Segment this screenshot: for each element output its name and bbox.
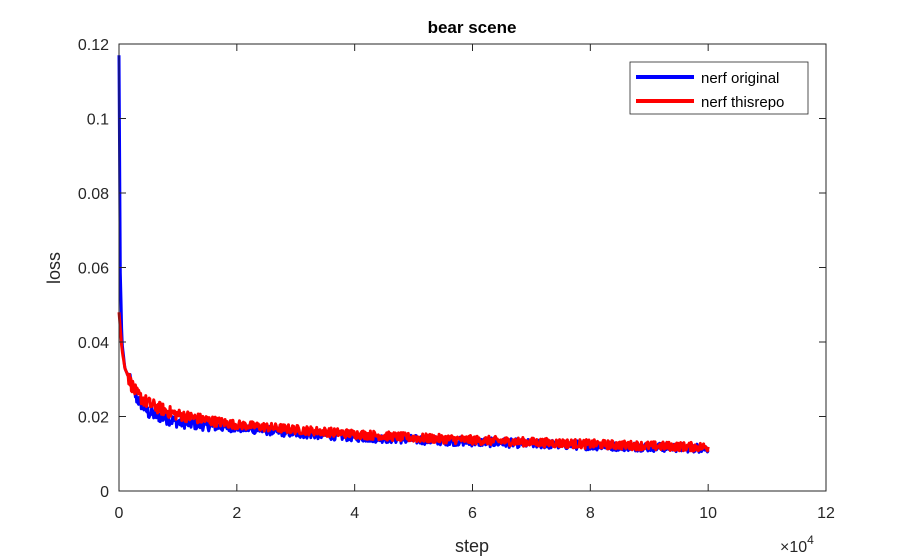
y-tick-label: 0.06 — [78, 261, 109, 278]
plot-area — [117, 43, 827, 492]
y-tick-label: 0.08 — [78, 186, 109, 203]
x-tick-label: 6 — [468, 505, 477, 522]
legend-label-nerf-thisrepo: nerf thisrepo — [701, 94, 784, 111]
y-tick-label: 0 — [100, 484, 109, 501]
chart-title: bear scene — [428, 18, 517, 37]
x-tick-label: 0 — [115, 505, 124, 522]
x-tick-label: 2 — [232, 505, 241, 522]
x-tick-label: 10 — [699, 505, 717, 522]
y-tick-labels: 0 0.02 0.04 0.06 0.08 0.1 0.12 — [78, 37, 109, 501]
x-exponent-power: 4 — [807, 533, 814, 547]
series-layer — [117, 55, 710, 454]
ticks-layer — [118, 43, 827, 492]
x-exponent: ×104 — [780, 533, 814, 556]
y-tick-label: 0.1 — [87, 112, 109, 129]
legend-box — [629, 61, 809, 115]
series-line-nerf-thisrepo — [117, 312, 710, 453]
y-tick-label: 0.12 — [78, 37, 109, 54]
y-tick-label: 0.02 — [78, 410, 109, 427]
x-tick-label: 12 — [817, 505, 835, 522]
x-tick-labels: 0 2 4 6 8 10 12 — [115, 505, 835, 522]
x-tick-label: 8 — [586, 505, 595, 522]
y-tick-label: 0.04 — [78, 335, 109, 352]
y-axis-label: loss — [44, 252, 64, 284]
x-tick-label: 4 — [350, 505, 359, 522]
legend-label-nerf-original: nerf original — [701, 70, 779, 87]
x-axis-label: step — [455, 536, 489, 556]
legend: nerf original nerf thisrepo — [629, 61, 809, 115]
x-exponent-base: ×10 — [780, 539, 807, 556]
